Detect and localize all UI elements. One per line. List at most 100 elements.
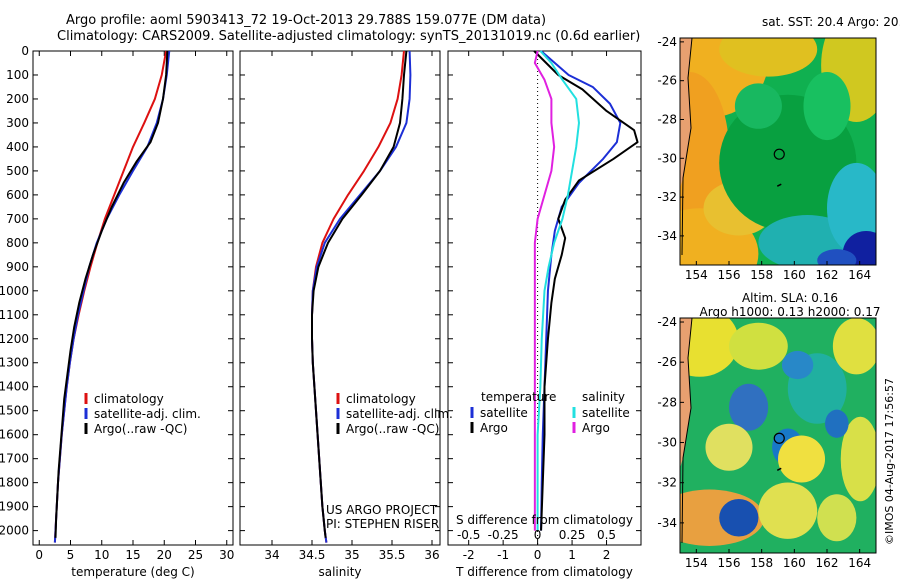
temperature-ytick-label: 1500: [0, 404, 29, 418]
salinity-diff-tick-label: -0.25: [488, 528, 519, 542]
series-line-difference-salinity-satellite: [536, 50, 580, 531]
map-ytick-label: -28: [657, 112, 677, 126]
temperature-ytick-label: 2000: [0, 524, 29, 538]
map-field-patch: [680, 318, 739, 377]
salinity-xtick-label: 34.5: [299, 548, 326, 562]
sla-map-subtitle: Argo h1000: 0.13 h2000: 0.17: [700, 305, 881, 319]
map-xtick-label: 158: [750, 268, 773, 282]
temperature-legend-entry: Argo(..raw -QC): [94, 422, 187, 436]
salinity-diff-tick-label: 0: [534, 528, 542, 542]
imos-watermark: ©IMOS 04-Aug-2017 17:56:57: [883, 378, 896, 545]
map-xtick-label: 160: [783, 268, 806, 282]
temperature-ytick-label: 700: [6, 212, 29, 226]
map-xtick-label: 154: [685, 556, 708, 570]
sst-map-title: sat. SST: 20.4 Argo: 20.4: [762, 15, 900, 29]
map-field-sst-map: [680, 38, 876, 265]
difference-xtick-label: -1: [497, 548, 509, 562]
map-ytick-label: -34: [657, 516, 677, 530]
temperature-ytick-label: 1300: [0, 356, 29, 370]
argo-position-marker: [773, 148, 785, 160]
map-xtick-label: 164: [848, 556, 871, 570]
difference-axis-label: T difference from climatology: [455, 565, 633, 579]
map-xtick-label: 156: [718, 556, 741, 570]
map-field-patch: [825, 409, 849, 438]
temperature-ytick-label: 400: [6, 140, 29, 154]
salinity-note: US ARGO PROJECT: [326, 503, 438, 517]
temperature-ytick-label: 1100: [0, 308, 29, 322]
temperature-legend-entry: satellite-adj. clim.: [94, 407, 201, 421]
figure-title-line-2: Climatology: CARS2009. Satellite-adjuste…: [57, 29, 641, 44]
difference-xtick-label: 1: [568, 548, 576, 562]
temperature-ytick-label: 1000: [0, 284, 29, 298]
salinity-xtick-label: 34: [264, 548, 279, 562]
map-field-patch: [758, 482, 818, 539]
difference-legend-entry: Argo: [480, 421, 508, 435]
map-xtick-label: 158: [750, 556, 773, 570]
map-field-patch: [705, 423, 753, 471]
temperature-xtick-label: 5: [67, 548, 75, 562]
map-xtick-label: 164: [848, 268, 871, 282]
difference-legend-entry: Argo: [582, 421, 610, 435]
salinity-xtick-label: 35: [344, 548, 359, 562]
difference-xtick-label: -2: [463, 548, 475, 562]
series-line-difference-temperature-argo: [533, 50, 639, 531]
difference-xtick-label: 2: [603, 548, 611, 562]
difference-legend-entry: satellite: [480, 406, 528, 420]
temperature-ytick-label: 100: [6, 68, 29, 82]
series-line-temperature-satellite-adj-clim-: [53, 50, 171, 543]
map-ytick-label: -26: [657, 355, 677, 369]
temperature-ytick-label: 300: [6, 116, 29, 130]
argo-track-mark: [776, 183, 782, 187]
map-ytick-label: -32: [657, 476, 677, 490]
series-line-salinity-climatology: [311, 50, 405, 543]
salinity-xtick-label: 35.5: [379, 548, 406, 562]
temperature-xtick-label: 25: [188, 548, 203, 562]
map-xtick-label: 154: [685, 268, 708, 282]
salinity-diff-tick-label: 0.25: [559, 528, 586, 542]
series-line-temperature-climatology: [53, 50, 168, 543]
map-field-patch: [840, 416, 876, 502]
map-ytick-label: -24: [657, 315, 677, 329]
figure-title-line-1: Argo profile: aoml 5903413_72 19-Oct-201…: [66, 13, 547, 28]
map-xtick-label: 162: [816, 268, 839, 282]
map-xtick-label: 162: [816, 556, 839, 570]
map-frame-sst-map: [679, 37, 877, 266]
salinity-note: PI: STEPHEN RISER: [326, 517, 439, 531]
salinity-diff-axis-label: S difference from climatology: [456, 513, 633, 527]
series-line-difference-salinity-argo: [533, 50, 556, 531]
temperature-xtick-label: 10: [94, 548, 109, 562]
difference-legend-group-title: salinity: [582, 390, 625, 404]
temperature-ytick-label: 800: [6, 236, 29, 250]
difference-legend-group-title: temperature: [481, 390, 556, 404]
temperature-ytick-label: 900: [6, 260, 29, 274]
difference-legend-entry: satellite: [582, 406, 630, 420]
difference-axes: [447, 50, 642, 546]
map-xtick-label: 160: [783, 556, 806, 570]
map-ytick-label: -32: [657, 190, 677, 204]
salinity-xtick-label: 36: [424, 548, 439, 562]
map-ytick-label: -24: [657, 35, 677, 49]
temperature-ytick-label: 1600: [0, 428, 29, 442]
coastline-line: [681, 318, 693, 544]
difference-xtick-label: 0: [534, 548, 542, 562]
temperature-xtick-label: 20: [157, 548, 172, 562]
map-field-patch: [832, 318, 876, 375]
temperature-xtick-label: 0: [35, 548, 43, 562]
temperature-axes: [32, 50, 234, 546]
map-field-patch: [803, 72, 851, 141]
series-line-temperature-argo-raw-qc-: [54, 50, 169, 538]
salinity-legend-entry: climatology: [346, 392, 416, 406]
salinity-axes: [239, 50, 441, 546]
argo-position-marker: [773, 432, 785, 444]
map-field-patch: [778, 435, 826, 483]
temperature-ytick-label: 0: [21, 44, 29, 58]
salinity-diff-tick-label: -0.5: [457, 528, 480, 542]
temperature-ytick-label: 200: [6, 92, 29, 106]
map-xtick-label: 156: [718, 268, 741, 282]
temperature-axis-label: temperature (deg C): [71, 565, 194, 579]
temperature-ytick-label: 1700: [0, 452, 29, 466]
temperature-xtick-label: 15: [125, 548, 140, 562]
map-frame-sla-map: [679, 317, 877, 554]
salinity-diff-tick-label: 0.5: [597, 528, 616, 542]
